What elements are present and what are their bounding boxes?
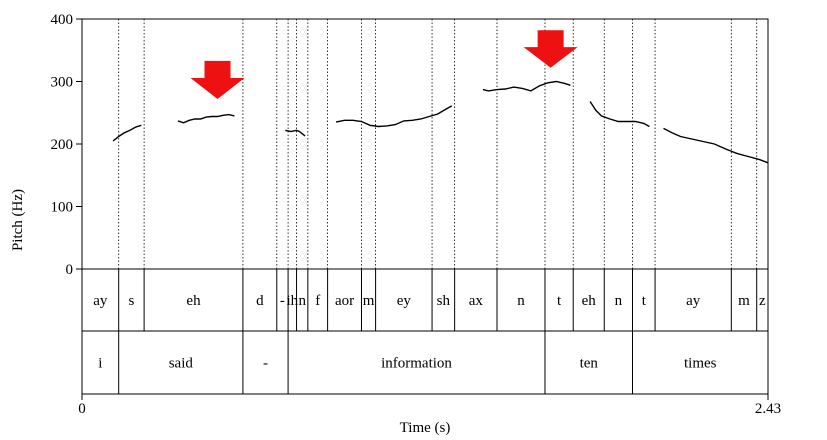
- phone-label: ax: [469, 293, 484, 309]
- x-tick-label: 2.43: [755, 401, 781, 417]
- pitch-curve: [663, 127, 769, 164]
- pitch-curve: [112, 124, 142, 142]
- emphasis-arrows: [190, 30, 578, 99]
- phone-label: n: [615, 293, 623, 309]
- emphasis-arrow: [523, 30, 578, 68]
- plot-frame: [81, 18, 769, 395]
- y-tick-label: 400: [51, 12, 74, 28]
- phone-label: t: [642, 293, 647, 309]
- pitch-curves: [112, 80, 769, 164]
- phone-label: ey: [397, 293, 412, 309]
- x-axis-label: Time (s): [400, 420, 451, 436]
- phone-label: s: [128, 293, 134, 309]
- word-label: information: [381, 356, 452, 372]
- phone-label: t: [557, 293, 562, 309]
- y-axis-label: Pitch (Hz): [10, 189, 26, 251]
- phone-label: m: [363, 293, 375, 309]
- phone-label: aor: [335, 293, 354, 309]
- phone-label: n: [517, 293, 525, 309]
- phone-label: ay: [93, 293, 108, 309]
- y-tick-label: 100: [51, 200, 74, 216]
- phone-label: eh: [186, 293, 201, 309]
- phone-label: m: [738, 293, 750, 309]
- word-label: ten: [580, 356, 599, 372]
- word-label: -: [263, 356, 268, 372]
- phone-label: eh: [582, 293, 597, 309]
- pitch-curve: [482, 80, 571, 92]
- phone-label: n: [298, 293, 306, 309]
- pitch-curve: [335, 105, 453, 128]
- x-tick-label: 0: [78, 401, 86, 417]
- plot-border: [81, 18, 769, 395]
- phone-label: d: [256, 293, 264, 309]
- axis-ticks: 0 100 200 300 400 0 2.43: [51, 12, 782, 417]
- word-label: times: [684, 356, 717, 372]
- pitch-curve: [177, 113, 235, 124]
- boundary-lines: [118, 19, 758, 269]
- word-label: i: [98, 356, 102, 372]
- annotation-tiers: ay s eh d - ih n f aor m ey sh ax n t eh n t ay m zi said - inf…: [93, 269, 766, 394]
- phone-label: ay: [686, 293, 701, 309]
- emphasis-arrow: [190, 60, 245, 99]
- phone-label: z: [759, 293, 766, 309]
- pitch-curve: [285, 129, 306, 137]
- phone-label: -: [280, 293, 285, 309]
- pitch-curve: [589, 101, 650, 128]
- y-tick-label: 200: [51, 137, 74, 153]
- phone-label: f: [315, 293, 320, 309]
- phone-label: sh: [437, 293, 451, 309]
- y-tick-label: 300: [51, 75, 74, 91]
- phone-label: ih: [286, 293, 298, 309]
- word-label: said: [169, 356, 194, 372]
- y-tick-label: 0: [66, 262, 74, 278]
